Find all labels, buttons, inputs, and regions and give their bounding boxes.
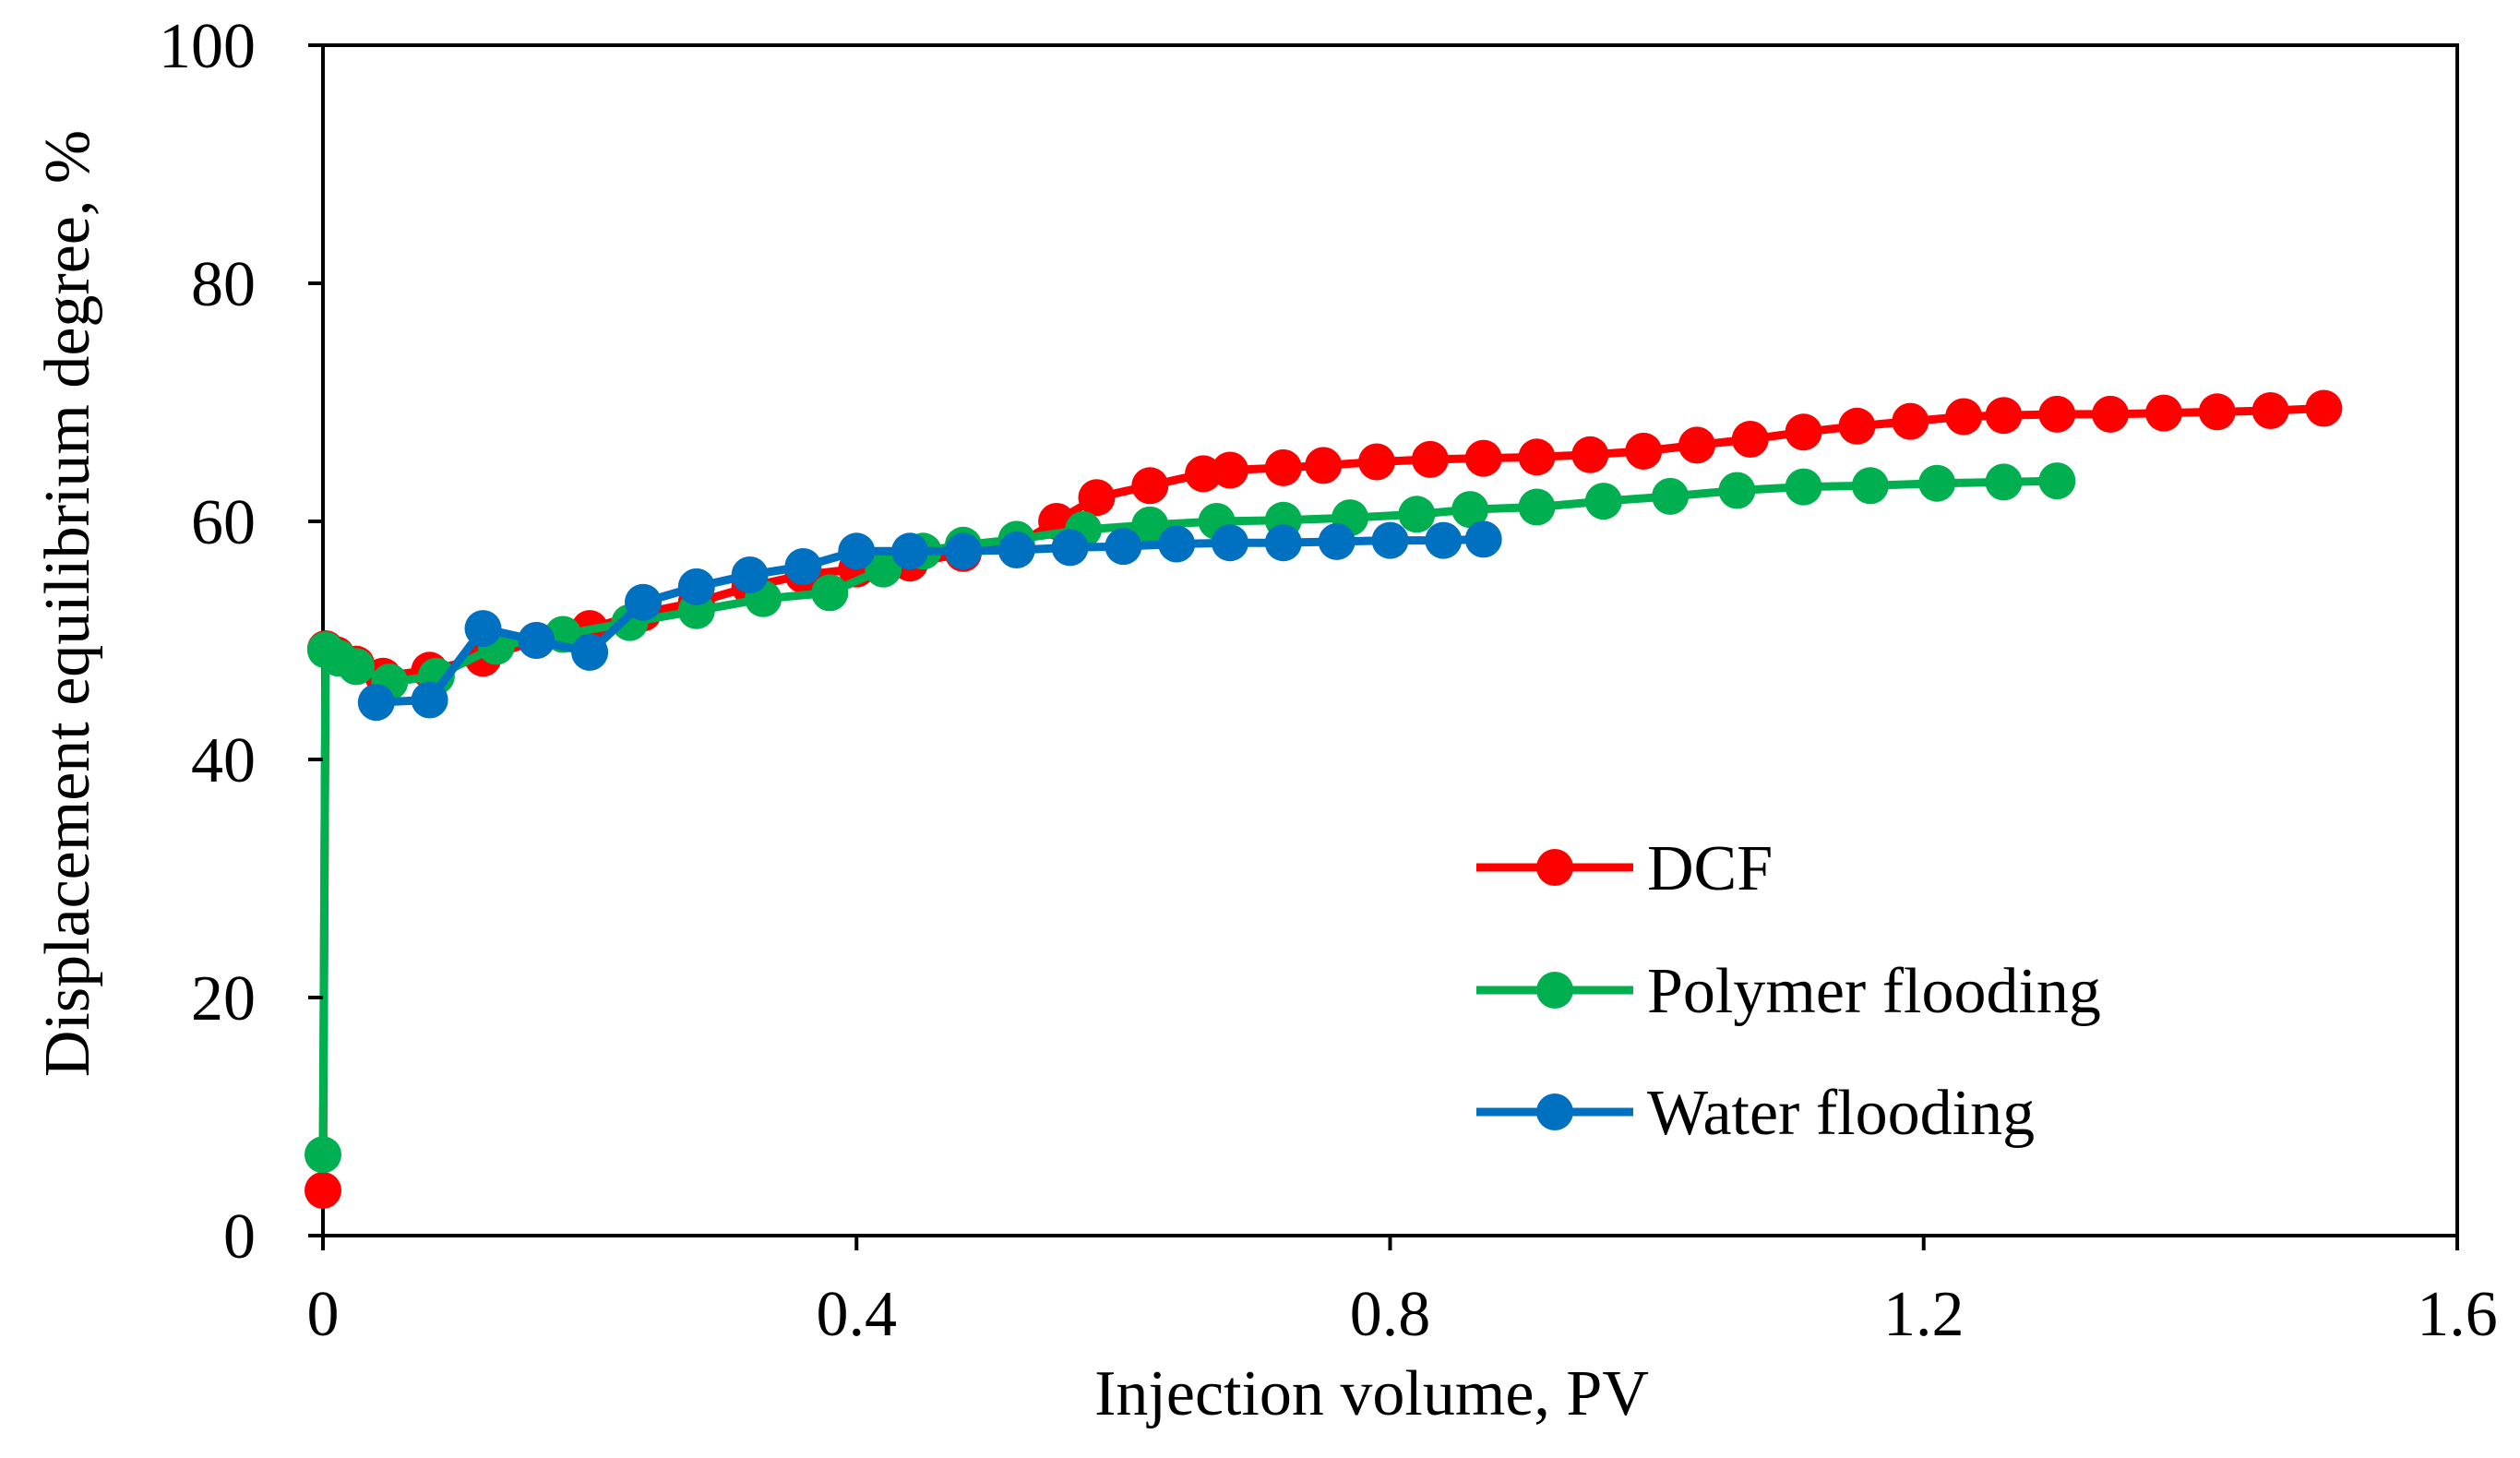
series-line-water-flooding — [376, 534, 1484, 707]
data-point-dcf — [1305, 447, 1343, 484]
data-point-water-flooding — [1051, 529, 1089, 567]
data-point-dcf — [1358, 443, 1395, 481]
data-point-dcf — [2251, 392, 2289, 429]
data-point-water-flooding — [1264, 524, 1302, 562]
data-point-dcf — [1411, 440, 1449, 478]
data-point-water-flooding — [357, 684, 395, 722]
legend-label-dcf: DCF — [1647, 833, 1773, 904]
y-tick-label: 60 — [191, 487, 256, 558]
x-tick-label: 1.2 — [1883, 1279, 1965, 1350]
data-point-dcf — [1625, 432, 1663, 470]
data-point-water-flooding — [464, 610, 502, 648]
data-point-water-flooding — [518, 622, 555, 659]
data-point-polymer-flooding — [1518, 488, 1556, 526]
y-tick-label: 100 — [159, 11, 256, 82]
legend-marker-polymer-flooding — [1536, 972, 1573, 1009]
data-point-water-flooding — [1105, 528, 1142, 566]
data-point-dcf — [1264, 448, 1302, 486]
data-point-water-flooding — [1464, 520, 1502, 558]
data-point-water-flooding — [411, 681, 448, 719]
data-point-dcf — [1838, 407, 1876, 445]
data-point-polymer-flooding — [1985, 463, 2023, 501]
data-point-polymer-flooding — [2038, 462, 2076, 500]
x-tick-label: 1.6 — [2417, 1279, 2498, 1350]
data-point-dcf — [1464, 439, 1502, 477]
legend-marker-dcf — [1536, 849, 1573, 886]
data-point-water-flooding — [731, 556, 769, 593]
legend-entry-dcf: DCF — [1476, 833, 1773, 904]
data-point-water-flooding — [1425, 521, 1463, 559]
data-point-water-flooding — [1318, 522, 1356, 560]
data-point-dcf — [305, 1172, 341, 1209]
data-point-polymer-flooding — [1451, 491, 1489, 529]
legend-label-polymer-flooding: Polymer flooding — [1647, 956, 2101, 1027]
data-point-water-flooding — [891, 532, 929, 570]
y-tick-label: 40 — [191, 725, 256, 796]
data-point-polymer-flooding — [1131, 506, 1169, 544]
data-point-dcf — [2305, 389, 2343, 427]
y-tick-label: 80 — [191, 249, 256, 320]
data-point-polymer-flooding — [338, 648, 376, 686]
data-point-water-flooding — [784, 548, 822, 585]
data-point-water-flooding — [625, 583, 662, 621]
data-point-water-flooding — [571, 633, 609, 671]
series-water-flooding — [357, 520, 1502, 722]
data-point-water-flooding — [944, 532, 982, 570]
data-point-dcf — [1892, 402, 1929, 440]
y-tick-label: 20 — [191, 963, 256, 1034]
data-point-dcf — [1785, 413, 1822, 451]
data-point-dcf — [1571, 436, 1609, 473]
data-point-polymer-flooding — [1584, 483, 1622, 520]
data-point-polymer-flooding — [1718, 472, 1756, 509]
data-point-dcf — [1131, 467, 1169, 505]
data-point-polymer-flooding — [1785, 468, 1822, 506]
data-point-dcf — [2038, 395, 2076, 433]
legend-label-water-flooding: Water flooding — [1647, 1078, 2035, 1149]
data-point-dcf — [1078, 479, 1116, 517]
data-point-dcf — [1518, 438, 1556, 476]
legend-entry-water-flooding: Water flooding — [1476, 1078, 2035, 1149]
data-point-water-flooding — [997, 532, 1035, 568]
legend-entry-polymer-flooding: Polymer flooding — [1476, 956, 2101, 1027]
data-point-dcf — [1731, 421, 1769, 458]
y-tick-label: 0 — [223, 1201, 256, 1273]
data-point-dcf — [2198, 393, 2236, 431]
data-point-water-flooding — [1212, 524, 1248, 562]
data-point-dcf — [2092, 395, 2130, 433]
data-point-dcf — [1985, 397, 2023, 435]
data-point-polymer-flooding — [1398, 496, 1436, 533]
data-point-polymer-flooding — [1918, 464, 1956, 502]
data-point-polymer-flooding — [865, 550, 902, 588]
x-axis-title: Injection volume, PV — [1094, 1358, 1649, 1429]
data-point-dcf — [2145, 394, 2182, 432]
data-point-water-flooding — [1371, 521, 1409, 559]
legend-marker-water-flooding — [1536, 1094, 1573, 1130]
data-point-polymer-flooding — [1851, 467, 1889, 505]
data-point-polymer-flooding — [811, 574, 849, 612]
data-point-polymer-flooding — [1652, 477, 1690, 515]
data-point-water-flooding — [677, 568, 715, 605]
y-axis-title: Displacement equilibrium degree, % — [32, 130, 103, 1077]
data-point-dcf — [1945, 398, 1983, 436]
x-tick-label: 0 — [307, 1279, 340, 1350]
data-point-water-flooding — [838, 532, 876, 570]
data-point-dcf — [1212, 451, 1248, 489]
series-layer — [305, 389, 2343, 1209]
x-tick-label: 0.4 — [817, 1279, 898, 1350]
data-point-dcf — [1678, 426, 1715, 464]
plot-area — [321, 43, 2459, 1237]
data-point-water-flooding — [1158, 525, 1196, 563]
legend: DCF Polymer flooding Water flooding — [1476, 833, 2101, 1149]
axis-layer: 0 0.4 0.8 1.2 1.6 0 20 40 60 80 100 — [159, 11, 2498, 1350]
plot-frame — [321, 43, 2459, 1237]
x-tick-label: 0.8 — [1350, 1279, 1431, 1350]
data-point-polymer-flooding — [305, 1136, 341, 1174]
